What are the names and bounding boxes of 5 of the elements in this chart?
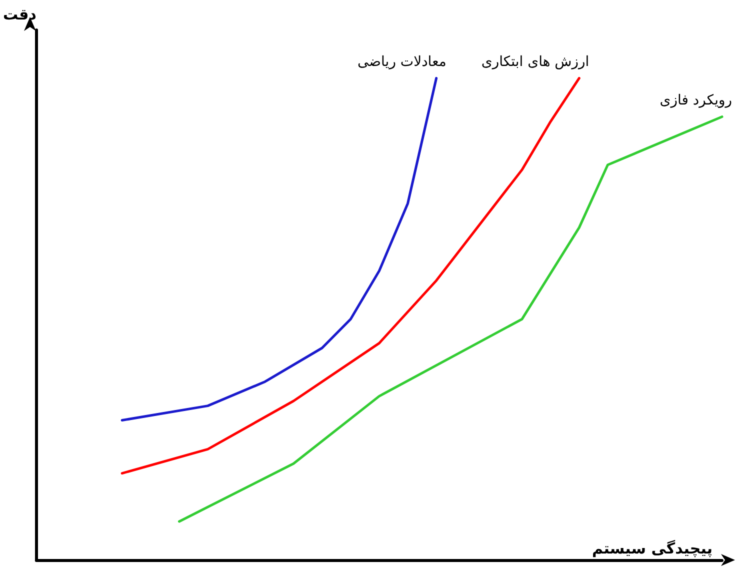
- series-label: ارزش های ابتکاری: [481, 54, 590, 70]
- y-axis-title: دقت: [2, 6, 37, 24]
- series-label: رویکرد فازی: [660, 92, 732, 109]
- x-axis-title: پیچیدگی سیستم: [592, 540, 712, 558]
- series-label: معادلات ریاضی: [357, 54, 446, 70]
